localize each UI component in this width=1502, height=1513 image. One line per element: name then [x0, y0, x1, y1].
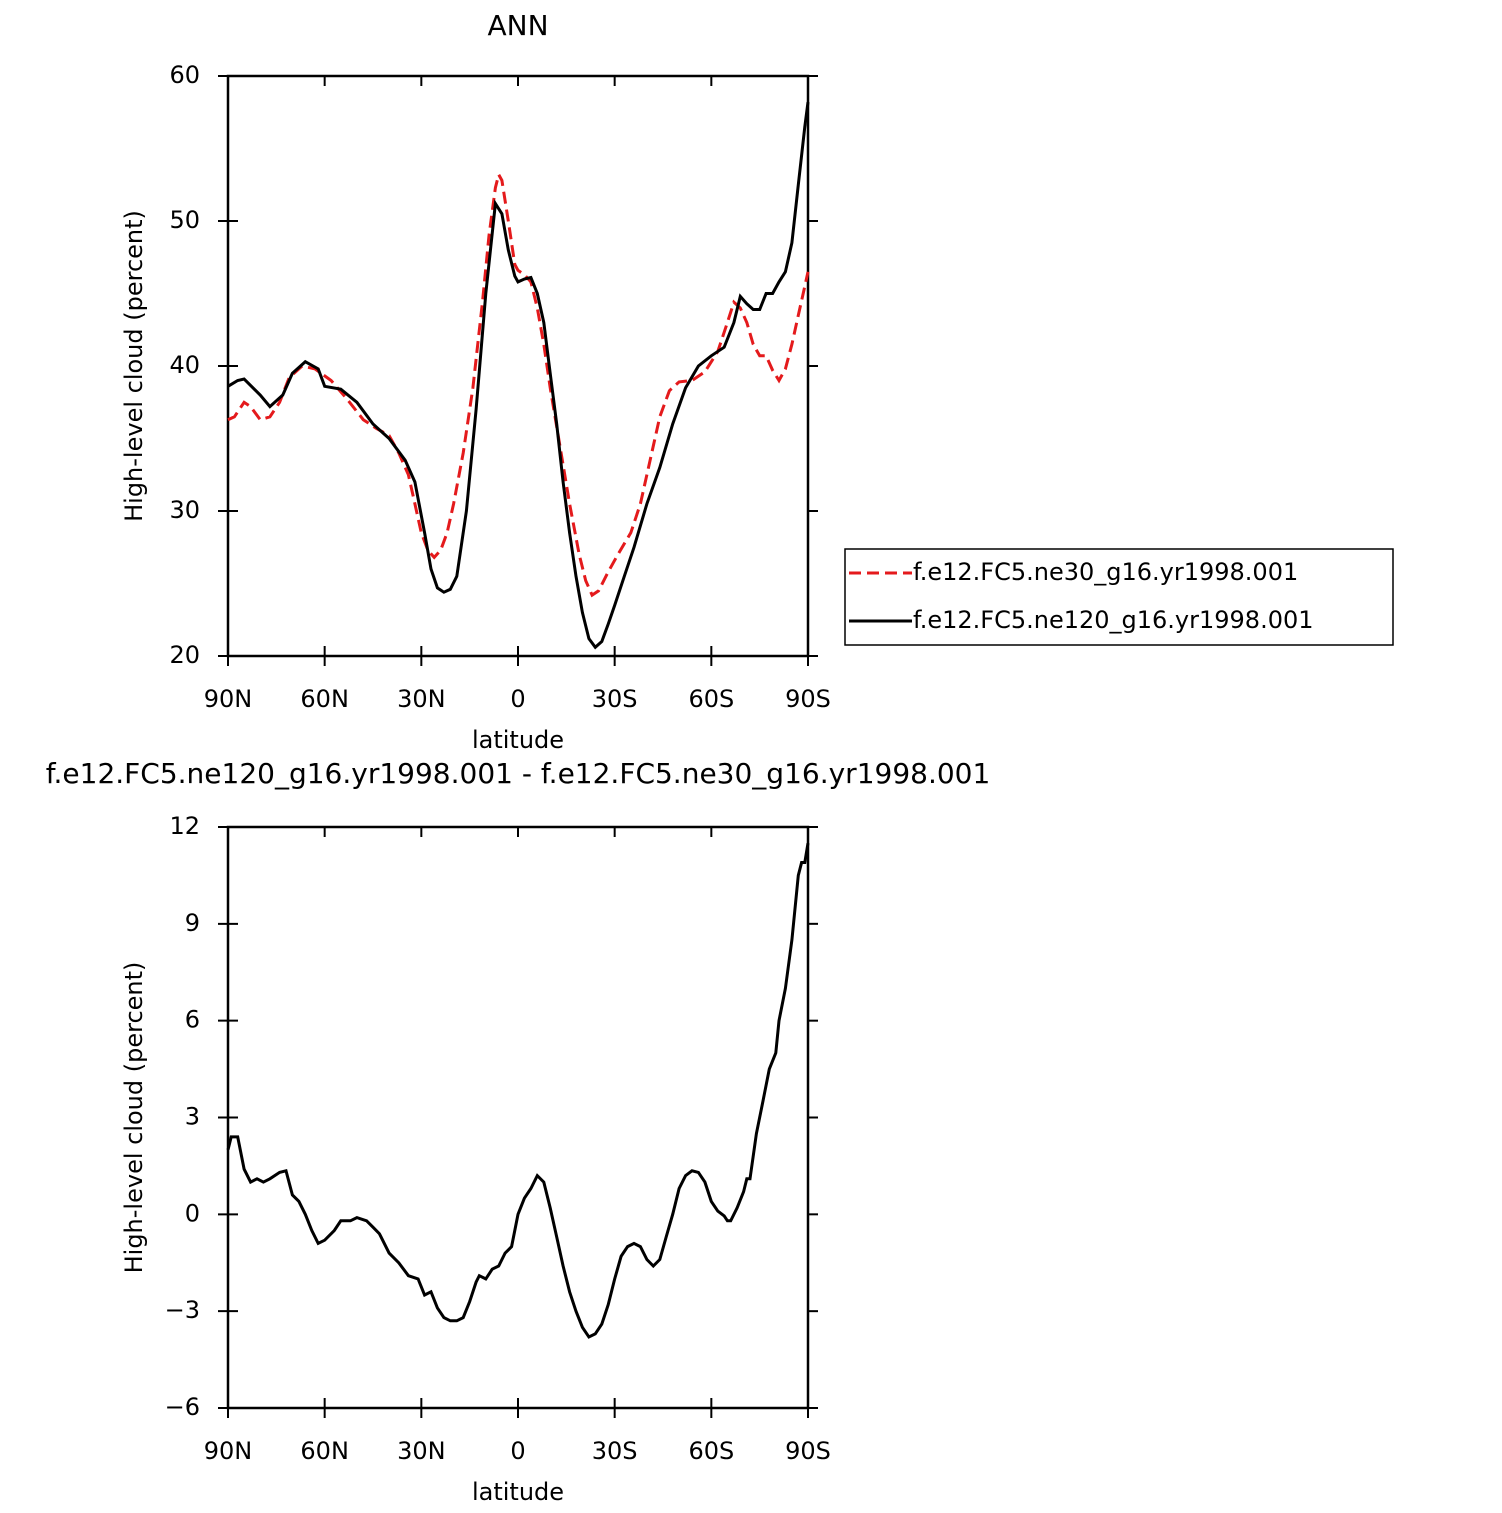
chart-title: ANN	[487, 9, 548, 42]
x-tick-label: 60S	[688, 1437, 734, 1465]
legend-label: f.e12.FC5.ne120_g16.yr1998.001	[913, 606, 1314, 634]
y-tick-label: 6	[185, 1006, 200, 1034]
y-axis-label: High-level cloud (percent)	[120, 210, 148, 522]
x-tick-label: 90N	[204, 685, 253, 713]
series-line	[227, 101, 810, 650]
y-tick-label: 12	[169, 812, 200, 840]
plot-frame	[226, 74, 810, 658]
x-tick-label: 0	[510, 685, 525, 713]
x-tick-label: 30N	[397, 1437, 446, 1465]
x-tick-label: 90N	[204, 1437, 253, 1465]
plot-frame	[226, 825, 810, 1410]
y-tick-label: 60	[169, 61, 200, 89]
x-tick-label: 90S	[785, 685, 831, 713]
y-tick-label: 40	[169, 351, 200, 379]
chart-title: f.e12.FC5.ne120_g16.yr1998.001 - f.e12.F…	[46, 757, 991, 790]
y-tick-label: 9	[185, 909, 200, 937]
y-tick-label: 50	[169, 206, 200, 234]
y-tick-label: 30	[169, 496, 200, 524]
y-tick-label: 3	[185, 1103, 200, 1131]
y-tick-label: 0	[185, 1199, 200, 1227]
series-line	[226, 842, 810, 1339]
legend-box	[844, 548, 1394, 646]
x-tick-label: 30S	[592, 685, 638, 713]
x-tick-label: 0	[510, 1437, 525, 1465]
x-axis-label: latitude	[472, 726, 564, 754]
series-line	[227, 170, 810, 598]
x-tick-label: 30S	[592, 1437, 638, 1465]
legend-label: f.e12.FC5.ne30_g16.yr1998.001	[913, 558, 1298, 586]
x-tick-label: 60N	[300, 685, 349, 713]
y-axis-label: High-level cloud (percent)	[120, 962, 148, 1274]
y-tick-label: 20	[169, 641, 200, 669]
x-tick-label: 60S	[688, 685, 734, 713]
y-tick-label: −6	[165, 1393, 200, 1421]
x-axis-label: latitude	[472, 1478, 564, 1506]
x-tick-label: 30N	[397, 685, 446, 713]
x-tick-label: 60N	[300, 1437, 349, 1465]
x-tick-label: 90S	[785, 1437, 831, 1465]
y-tick-label: −3	[165, 1296, 200, 1324]
